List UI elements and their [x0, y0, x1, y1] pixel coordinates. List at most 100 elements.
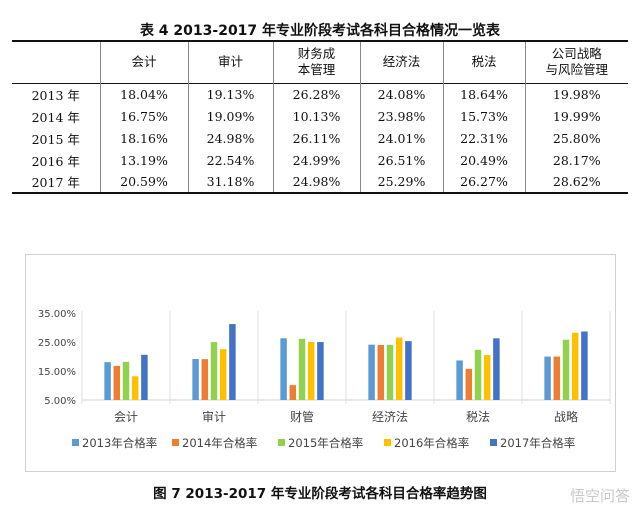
bar — [571, 332, 579, 400]
bar — [368, 344, 375, 400]
bar — [201, 359, 209, 400]
table-cell: 19.09% — [187, 105, 273, 127]
header-cell: 经济法 — [359, 41, 443, 83]
bar — [386, 344, 394, 400]
bar — [280, 338, 287, 400]
header-cell: 财务成 本管理 — [272, 41, 360, 83]
pass-rate-table: 会计 审计 财务成 本管理 经济法 税法 公司战略 与风险管理 2013 年 1… — [12, 40, 628, 194]
table-cell: 24.98% — [272, 171, 360, 193]
table-cell: 22.31% — [442, 127, 525, 149]
table-cell: 15.73% — [442, 105, 525, 127]
bar — [289, 385, 297, 400]
table-cell: 18.16% — [99, 127, 188, 149]
table-cell: 28.17% — [524, 149, 628, 171]
bar — [229, 324, 236, 400]
table-cell: 24.08% — [359, 83, 443, 105]
bar — [210, 342, 218, 400]
bar — [562, 339, 570, 400]
y-tick-label: 15.00% — [38, 367, 76, 378]
legend-label: 2017年合格率 — [500, 436, 575, 450]
row-year: 2015 年 — [31, 131, 80, 147]
table-cell: 26.27% — [442, 171, 525, 193]
table-row: 2017 年 20.59% 31.18% 24.98% 25.29% 26.27… — [12, 171, 628, 193]
bar — [113, 365, 121, 400]
header-cell: 公司战略 与风险管理 — [524, 41, 628, 83]
table-cell: 25.80% — [524, 127, 628, 149]
header-cell: 会计 — [99, 41, 188, 83]
bar — [307, 342, 315, 400]
table-cell: 16.75% — [99, 105, 188, 127]
legend-swatch — [490, 439, 497, 446]
table-cell: 28.62% — [524, 171, 628, 193]
table-cell: 26.28% — [272, 83, 360, 105]
table-row: 2014 年 16.75% 19.09% 10.13% 23.98% 15.73… — [12, 105, 628, 127]
bar — [317, 342, 324, 400]
table-cell: 24.99% — [272, 149, 360, 171]
figure-caption: 图 7 2013-2017 年专业阶段考试各科目合格率趋势图 — [153, 486, 487, 502]
header-cell: 税法 — [442, 41, 525, 83]
row-year: 2017 年 — [31, 175, 80, 190]
category-label: 审计 — [202, 409, 226, 424]
table-cell: 26.11% — [272, 127, 360, 149]
row-year: 2016 年 — [31, 153, 80, 169]
bar — [456, 360, 463, 400]
legend-swatch — [278, 439, 285, 446]
category-label: 战略 — [554, 409, 578, 424]
header-cell: 审计 — [187, 41, 273, 83]
y-tick-label: 35.00% — [38, 309, 76, 320]
bar — [377, 344, 385, 400]
table-cell: 26.51% — [359, 149, 443, 171]
bar — [553, 356, 561, 400]
category-label: 税法 — [466, 410, 490, 424]
table-row: 2013 年 18.04% 19.13% 26.28% 24.08% 18.64… — [12, 83, 628, 105]
table-cell: 20.59% — [99, 171, 188, 193]
y-tick-label: 25.00% — [38, 338, 76, 349]
table-cell: 31.18% — [187, 171, 273, 193]
bar — [104, 362, 111, 400]
bar — [192, 359, 199, 400]
category-label: 经济法 — [372, 409, 408, 424]
chart-canvas: 5.00% 15.00% 25.00% 35.00% 会计 审计 财管 经济法 税法 战略 2013… — [38, 309, 611, 450]
bar — [483, 355, 491, 400]
table-cell: 20.49% — [442, 149, 525, 171]
table-cell: 19.13% — [187, 83, 273, 105]
row-year: 2013 年 — [31, 87, 80, 103]
row-year: 2014 年 — [31, 109, 80, 125]
table-cell: 22.54% — [187, 149, 273, 171]
table-cell: 19.98% — [524, 83, 628, 105]
watermark: 悟空问答 — [569, 487, 630, 505]
bar — [493, 338, 500, 400]
bar — [219, 349, 227, 400]
table-cell: 23.98% — [359, 105, 443, 127]
table-cell: 24.98% — [187, 127, 273, 149]
bar — [395, 337, 403, 400]
table-row: 2015 年 18.16% 24.98% 26.11% 24.01% 22.31… — [12, 127, 628, 149]
bar — [581, 331, 588, 400]
category-label: 财管 — [290, 409, 314, 424]
table-cell: 10.13% — [272, 105, 360, 127]
bar — [544, 356, 551, 400]
header-cell — [12, 41, 100, 83]
bar — [131, 376, 139, 400]
bar — [122, 361, 130, 400]
bar — [474, 349, 482, 400]
table-title: 表 4 2013-2017 年专业阶段考试各科目合格情况一览表 — [139, 23, 501, 39]
bar — [465, 368, 473, 400]
bar — [298, 338, 306, 400]
table-cell: 18.64% — [442, 83, 525, 105]
table-cell: 18.04% — [99, 83, 188, 105]
category-label: 会计 — [114, 410, 138, 424]
legend-swatch — [172, 439, 179, 446]
table-cell: 19.99% — [524, 105, 628, 127]
legend-label: 2016年合格率 — [394, 436, 469, 450]
legend-swatch — [384, 439, 391, 446]
legend-label: 2013年合格率 — [82, 436, 157, 450]
pass-rate-chart: 5.00% 15.00% 25.00% 35.00% 会计 审计 财管 经济法 税法 战略 2013… — [25, 254, 616, 472]
table-cell: 25.29% — [359, 171, 443, 193]
legend-swatch — [72, 439, 79, 446]
table-header-row: 会计 审计 财务成 本管理 经济法 税法 公司战略 与风险管理 — [12, 41, 628, 83]
bar — [141, 354, 148, 400]
legend-label: 2014年合格率 — [182, 436, 257, 450]
bar — [405, 341, 412, 400]
table-row: 2016 年 13.19% 22.54% 24.99% 26.51% 20.49… — [12, 149, 628, 171]
